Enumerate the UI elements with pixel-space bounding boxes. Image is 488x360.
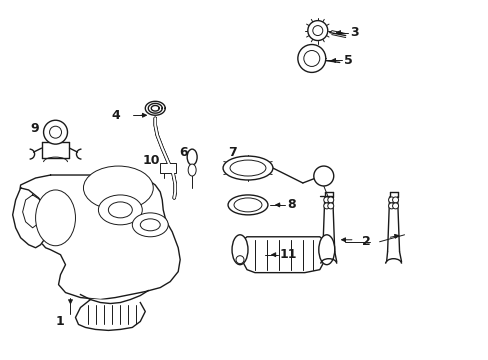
Circle shape (323, 203, 329, 209)
Bar (160, 163, 176, 173)
Ellipse shape (187, 149, 197, 165)
Circle shape (303, 50, 319, 67)
Circle shape (327, 203, 333, 209)
Ellipse shape (108, 202, 132, 218)
Text: 10: 10 (142, 154, 160, 167)
Circle shape (43, 120, 67, 144)
Circle shape (392, 203, 398, 209)
Ellipse shape (36, 190, 75, 246)
Text: 8: 8 (286, 198, 295, 211)
Ellipse shape (223, 156, 272, 180)
Ellipse shape (140, 219, 160, 231)
Ellipse shape (227, 195, 267, 215)
Circle shape (307, 21, 327, 41)
Polygon shape (75, 300, 145, 330)
Circle shape (297, 45, 325, 72)
Text: 1: 1 (56, 315, 64, 328)
Text: 6: 6 (179, 145, 187, 159)
Circle shape (323, 197, 329, 203)
Circle shape (388, 203, 394, 209)
Text: 2: 2 (361, 235, 369, 248)
Text: 3: 3 (349, 26, 358, 39)
Ellipse shape (83, 166, 153, 210)
Ellipse shape (98, 195, 142, 225)
Text: 9: 9 (31, 122, 39, 135)
Circle shape (312, 26, 322, 36)
Circle shape (49, 126, 61, 138)
Ellipse shape (188, 164, 196, 176)
Circle shape (236, 256, 244, 264)
Polygon shape (13, 188, 48, 248)
Ellipse shape (232, 235, 247, 265)
Text: 7: 7 (227, 145, 236, 159)
Ellipse shape (318, 235, 334, 265)
Ellipse shape (234, 198, 262, 212)
Polygon shape (19, 175, 180, 300)
Circle shape (327, 197, 333, 203)
Circle shape (313, 166, 333, 186)
Text: 4: 4 (111, 109, 120, 122)
Circle shape (388, 197, 394, 203)
Ellipse shape (132, 213, 168, 237)
Polygon shape (240, 237, 326, 273)
Text: 5: 5 (343, 54, 352, 67)
Circle shape (392, 197, 398, 203)
Ellipse shape (229, 160, 265, 176)
Text: 11: 11 (279, 248, 297, 261)
